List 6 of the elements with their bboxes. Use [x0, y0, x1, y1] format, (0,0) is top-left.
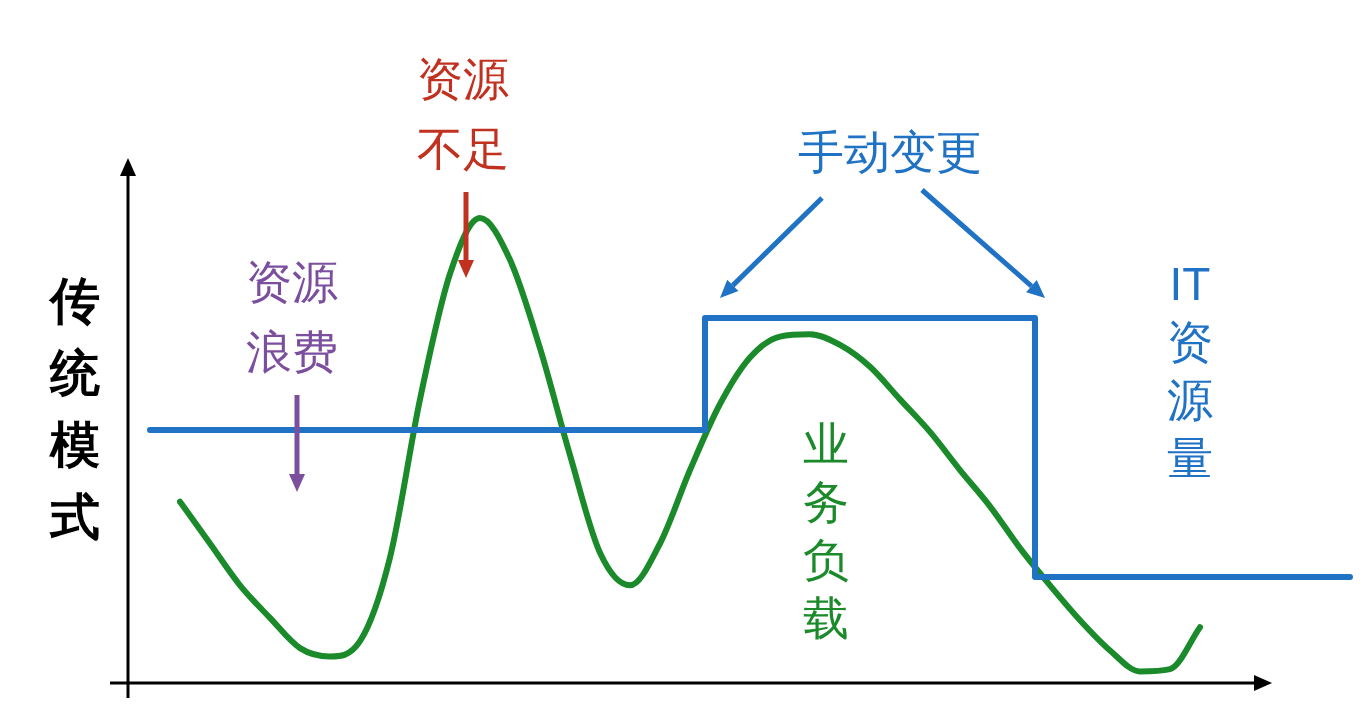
annotation: 资源浪费: [246, 256, 338, 378]
y-axis-title: 传统模式: [48, 273, 100, 545]
text: IT 资源量: [1167, 258, 1213, 484]
text: 资源不足: [417, 53, 509, 175]
text: 手动变更: [798, 126, 982, 178]
series-label: 业务负载: [803, 418, 849, 644]
